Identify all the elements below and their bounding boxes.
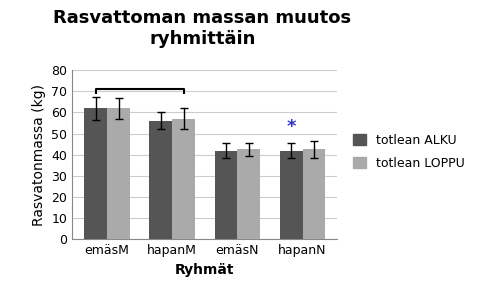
Bar — [303, 150, 325, 239]
Bar — [238, 150, 260, 239]
Bar — [149, 121, 172, 239]
Bar — [107, 108, 130, 239]
Bar — [172, 119, 195, 239]
Y-axis label: Rasvatonmassa (kg): Rasvatonmassa (kg) — [32, 84, 46, 226]
Legend: totlean ALKU, totlean LOPPU: totlean ALKU, totlean LOPPU — [353, 134, 465, 170]
Bar — [214, 151, 238, 239]
Bar — [84, 108, 107, 239]
Bar — [280, 151, 303, 239]
Text: Rasvattoman massan muutos
ryhmittäin: Rasvattoman massan muutos ryhmittäin — [54, 9, 351, 48]
Text: *: * — [286, 118, 296, 136]
X-axis label: Ryhmät: Ryhmät — [175, 263, 235, 277]
